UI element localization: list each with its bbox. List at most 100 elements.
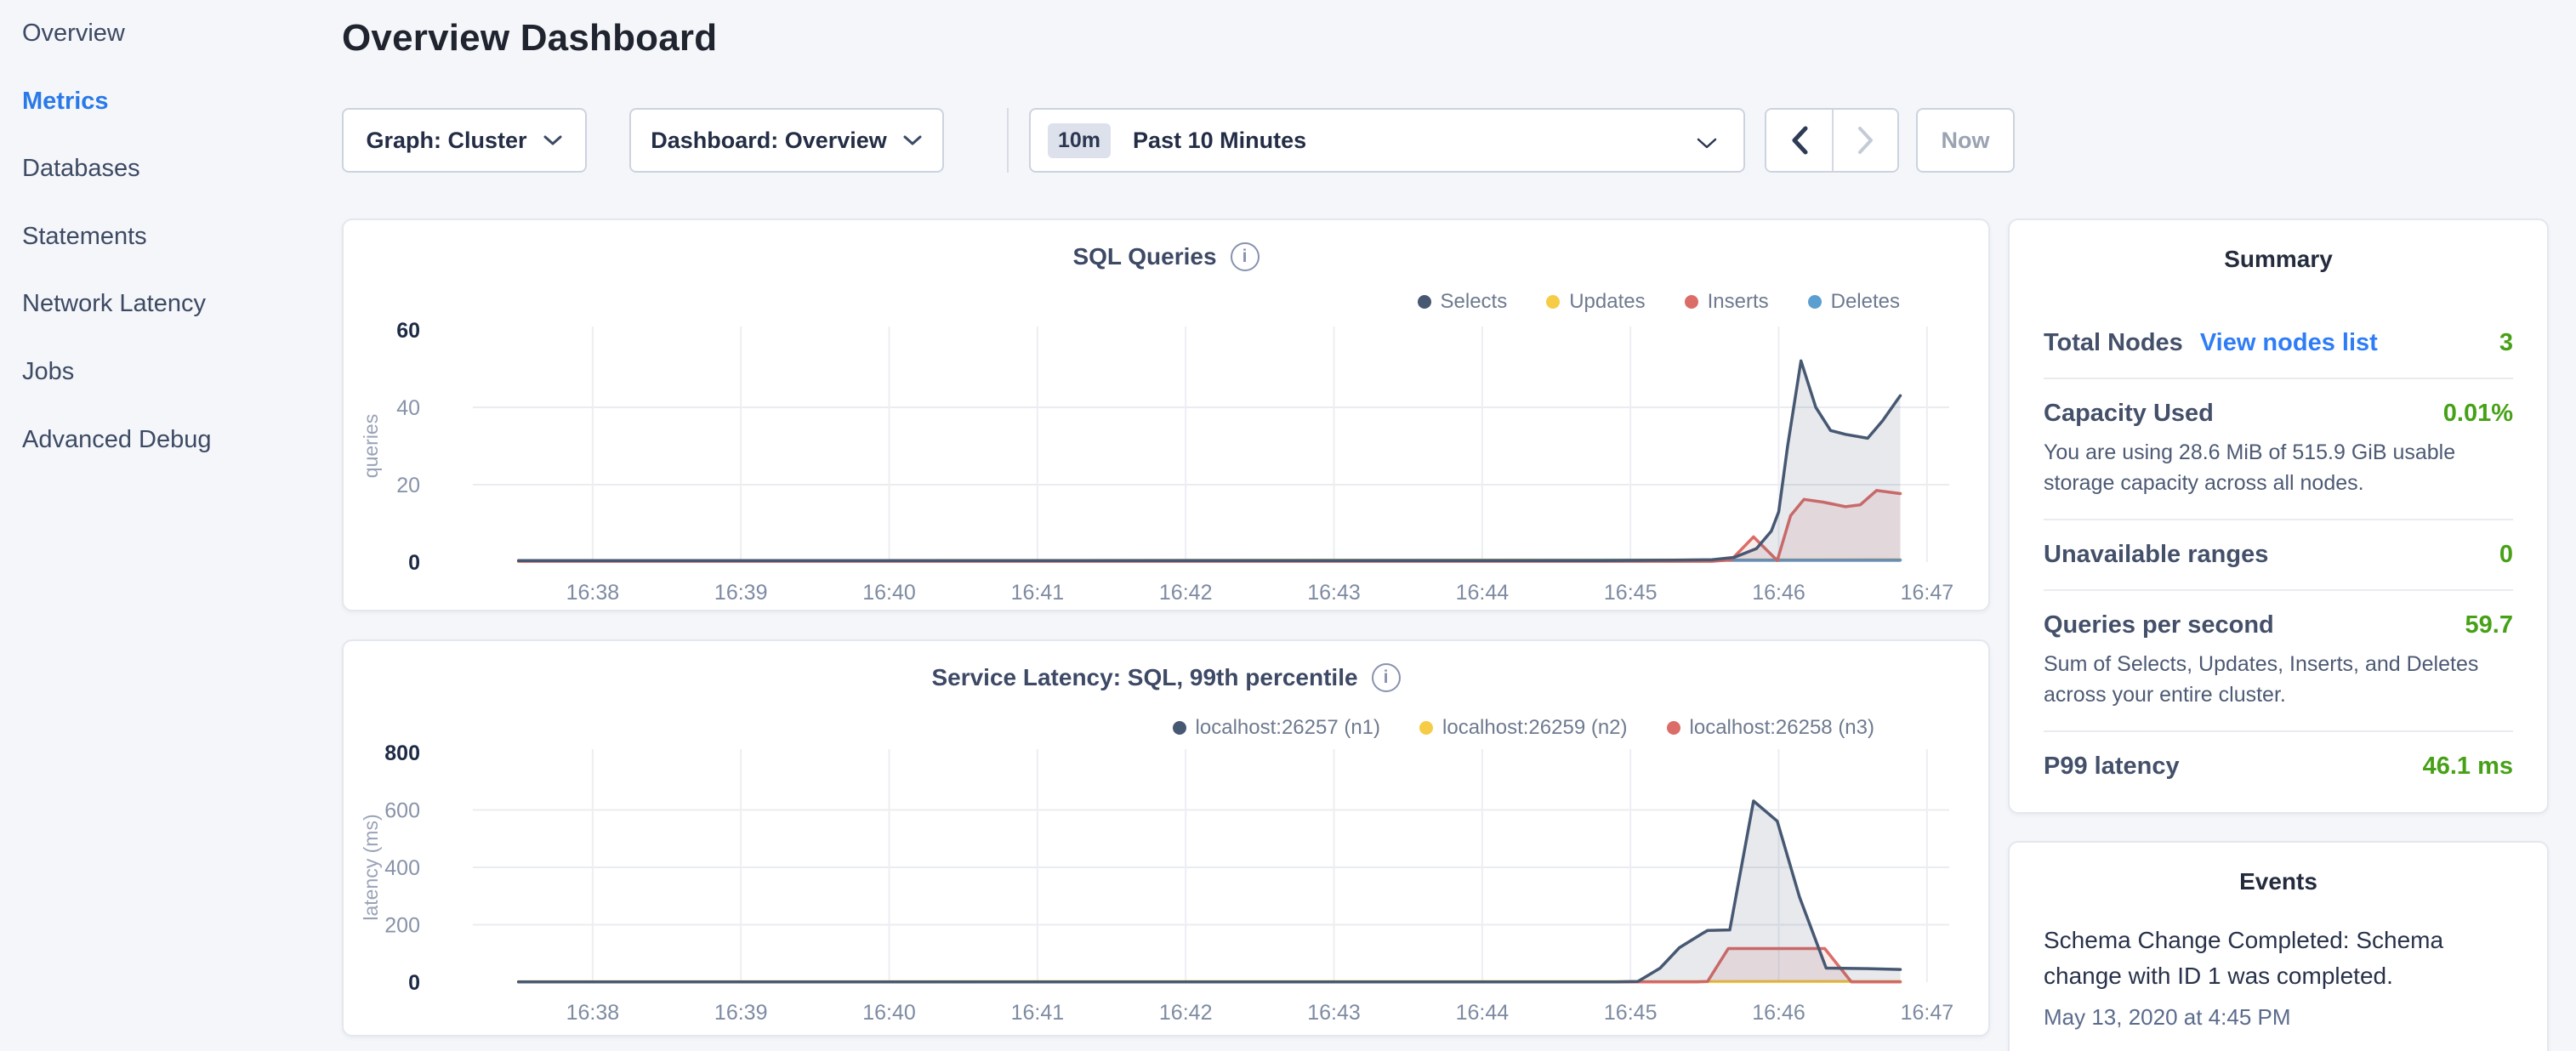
summary-row-value: 3 [2499,329,2513,357]
chevron-right-icon [1857,126,1875,155]
summary-rows: Total Nodes View nodes list 3 Capacity Used… [2044,309,2513,801]
page-title: Overview Dashboard [342,17,717,60]
sidebar-item-overview[interactable]: Overview [22,14,125,52]
x-axis-tick: 16:38 [566,581,620,605]
summary-row-line: Queries per second 59.7 [2044,611,2513,639]
now-button[interactable]: Now [1916,108,2015,173]
sql-queries-plot-area[interactable]: 0 20 40 60 16:38 16:39 16:40 16:41 16:42 16:43 16:… [344,220,1988,610]
x-axis-tick: 16:42 [1159,1001,1213,1025]
summary-row-subtext: You are using 28.6 MiB of 515.9 GiB usab… [2044,438,2513,498]
x-axis-tick: 16:44 [1456,1001,1510,1025]
previous-time-button[interactable] [1766,110,1832,171]
summary-row-subtext: Sum of Selects, Updates, Inserts, and De… [2044,650,2513,710]
summary-heading: Summary [2010,220,2547,273]
x-axis-tick: 16:43 [1307,581,1361,605]
chart-svg: 020040060080016:3816:3916:4016:4116:4216… [344,641,1992,1038]
chevron-down-icon [902,134,923,146]
x-axis-tick: 16:46 [1752,581,1805,605]
summary-row-line: Capacity Used 0.01% [2044,400,2513,428]
time-range-badge: 10m [1048,123,1111,158]
sidebar-item-jobs[interactable]: Jobs [22,353,74,390]
summary-row-line: P99 latency 46.1 ms [2044,753,2513,781]
app-root: Overview Metrics Databases Statements Networ… [0,0,2576,1051]
events-panel: Events Schema Change Completed: Schema c… [2008,841,2549,1051]
y-axis-tick: 400 [384,856,420,880]
sidebar-item-network-latency[interactable]: Network Latency [22,285,206,322]
time-pager [1765,108,1899,173]
x-axis-tick: 16:41 [1011,581,1065,605]
time-range-label: Past 10 Minutes [1133,128,1306,154]
dashboard-dropdown-label: Dashboard: Overview [651,128,887,154]
y-axis-tick: 60 [396,319,420,343]
summary-panel: Summary Total Nodes View nodes list 3 Capac… [2008,219,2549,814]
x-axis-tick: 16:45 [1604,1001,1658,1025]
summary-row-line: Total Nodes View nodes list 3 [2044,329,2513,357]
y-axis-tick: 20 [396,474,420,497]
summary-row-line: Unavailable ranges 0 [2044,541,2513,569]
x-axis-tick: 16:45 [1604,581,1658,605]
x-axis-tick: 16:39 [714,1001,768,1025]
event-text: Schema Change Completed: Schema change w… [2044,923,2513,994]
summary-row-label: Queries per second [2044,611,2274,639]
x-axis-tick: 16:41 [1011,1001,1065,1025]
event-timestamp: May 13, 2020 at 4:45 PM [2044,1004,2513,1031]
summary-row-label: Capacity Used [2044,400,2214,428]
next-time-button[interactable] [1832,110,1897,171]
summary-row-p99-latency: P99 latency 46.1 ms [2044,730,2513,801]
series-line-selects [519,361,1901,560]
controls-divider [1007,108,1009,173]
sidebar-item-databases[interactable]: Databases [22,150,140,187]
summary-row-value: 46.1 ms [2423,753,2513,781]
x-axis-tick: 16:38 [566,1001,620,1025]
sidebar-item-statements[interactable]: Statements [22,218,147,255]
chevron-down-icon [1696,137,1718,150]
events-heading: Events [2010,843,2547,895]
summary-row-unavailable-ranges: Unavailable ranges 0 [2044,519,2513,589]
sidebar-item-advanced-debug[interactable]: Advanced Debug [22,421,212,458]
graph-dropdown[interactable]: Graph: Cluster [342,108,587,173]
service-latency-plot-area[interactable]: 020040060080016:3816:3916:4016:4116:4216… [344,641,1988,1035]
y-axis-tick: 600 [384,799,420,823]
service-latency-chart-card: Service Latency: SQL, 99th percentile i … [342,639,1990,1037]
sql-queries-chart-card: SQL Queries i SelectsUpdatesInsertsDelet… [342,219,1990,611]
summary-row-value: 0 [2499,541,2513,569]
y-axis-tick: 200 [384,914,420,938]
summary-row-total-nodes: Total Nodes View nodes list 3 [2044,309,2513,378]
time-range-picker[interactable]: 10m Past 10 Minutes [1029,108,1745,173]
summary-row-value: 59.7 [2465,611,2513,639]
sidebar: Overview Metrics Databases Statements Networ… [0,0,342,1051]
event-item[interactable]: Schema Change Completed: Schema change w… [2044,923,2513,1031]
chevron-down-icon [543,134,563,146]
y-axis-label: queries [360,414,382,478]
chevron-left-icon [1790,126,1809,155]
x-axis-tick: 16:40 [862,1001,916,1025]
summary-row-label: P99 latency [2044,753,2180,781]
summary-row-capacity-used: Capacity Used 0.01% You are using 28.6 MiB… [2044,378,2513,519]
x-axis-tick: 16:46 [1752,1001,1805,1025]
events-list: Schema Change Completed: Schema change w… [2010,923,2547,1031]
x-axis-tick: 16:40 [862,581,916,605]
graph-dropdown-label: Graph: Cluster [366,128,526,154]
series-area-localhost-26257-n1 [519,801,1901,982]
x-axis-tick: 16:43 [1307,1001,1361,1025]
x-axis-tick: 16:39 [714,581,768,605]
x-axis-tick: 16:44 [1456,581,1510,605]
summary-row-label: Total Nodes [2044,329,2183,357]
y-axis-tick: 0 [408,971,420,995]
x-axis-tick: 16:47 [1901,1001,1954,1025]
view-nodes-list-link[interactable]: View nodes list [2200,329,2378,357]
y-axis-tick: 40 [396,396,420,420]
dashboard-dropdown[interactable]: Dashboard: Overview [629,108,944,173]
summary-row-value: 0.01% [2443,400,2513,428]
series-line-inserts [519,491,1901,561]
y-axis-tick: 0 [408,551,420,575]
series-area-inserts [519,491,1901,562]
series-area-selects [519,361,1901,562]
y-axis-label: latency (ms) [360,814,382,920]
summary-row-label: Unavailable ranges [2044,541,2268,569]
summary-row-queries-per-second: Queries per second 59.7 Sum of Selects, Up… [2044,589,2513,730]
x-axis-tick: 16:42 [1159,581,1213,605]
sidebar-item-metrics[interactable]: Metrics [22,82,109,120]
x-axis-tick: 16:47 [1901,581,1954,605]
chart-svg: 0 20 40 60 16:38 16:39 16:40 16:41 16:42 16:43 16:… [344,220,1992,613]
